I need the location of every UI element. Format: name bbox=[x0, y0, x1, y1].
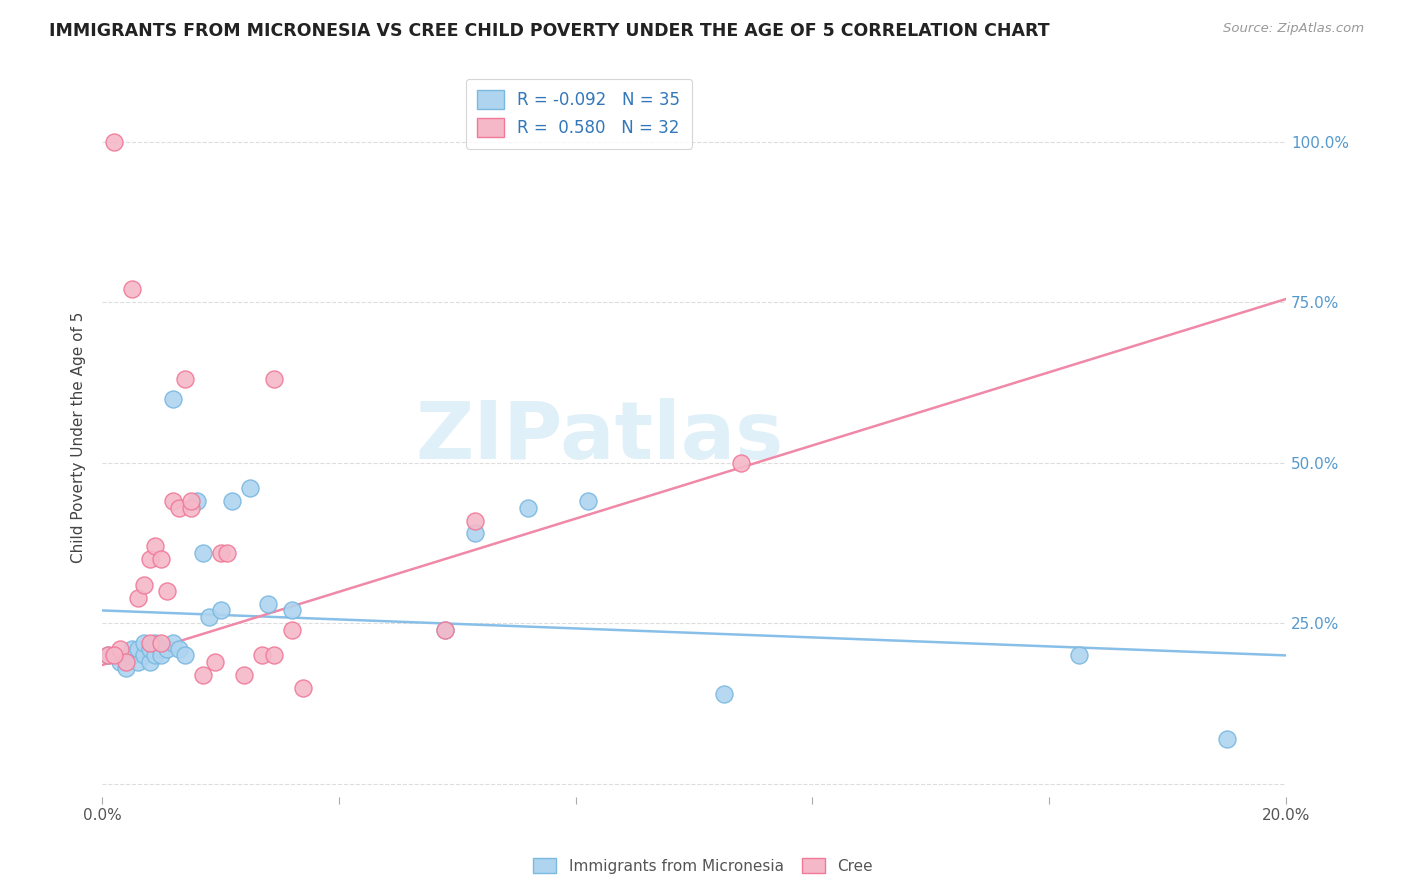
Point bbox=[209, 603, 232, 617]
Point bbox=[576, 494, 599, 508]
Point bbox=[221, 494, 243, 508]
Point bbox=[156, 642, 179, 657]
Legend: Immigrants from Micronesia, Cree: Immigrants from Micronesia, Cree bbox=[527, 852, 879, 880]
Point bbox=[127, 591, 149, 605]
Point bbox=[150, 635, 173, 649]
Point bbox=[1216, 731, 1239, 746]
Point bbox=[121, 648, 143, 663]
Point bbox=[127, 655, 149, 669]
Text: IMMIGRANTS FROM MICRONESIA VS CREE CHILD POVERTY UNDER THE AGE OF 5 CORRELATION : IMMIGRANTS FROM MICRONESIA VS CREE CHILD… bbox=[49, 22, 1050, 40]
Point bbox=[204, 655, 226, 669]
Point bbox=[145, 635, 167, 649]
Point bbox=[263, 648, 285, 663]
Point bbox=[180, 500, 202, 515]
Point bbox=[191, 667, 214, 681]
Point bbox=[434, 623, 457, 637]
Point bbox=[191, 546, 214, 560]
Point bbox=[713, 687, 735, 701]
Point bbox=[138, 642, 160, 657]
Point bbox=[115, 661, 138, 675]
Point bbox=[464, 514, 486, 528]
Point bbox=[167, 642, 190, 657]
Point bbox=[103, 135, 125, 149]
Point bbox=[250, 648, 273, 663]
Point bbox=[97, 648, 120, 663]
Point bbox=[517, 500, 540, 515]
Point bbox=[280, 623, 302, 637]
Point bbox=[97, 648, 120, 663]
Point bbox=[162, 392, 184, 406]
Text: Source: ZipAtlas.com: Source: ZipAtlas.com bbox=[1223, 22, 1364, 36]
Point bbox=[150, 552, 173, 566]
Point bbox=[138, 635, 160, 649]
Point bbox=[257, 597, 280, 611]
Point bbox=[197, 610, 219, 624]
Point bbox=[121, 642, 143, 657]
Point bbox=[103, 648, 125, 663]
Point bbox=[150, 642, 173, 657]
Point bbox=[167, 500, 190, 515]
Point bbox=[464, 526, 486, 541]
Point bbox=[239, 482, 262, 496]
Y-axis label: Child Poverty Under the Age of 5: Child Poverty Under the Age of 5 bbox=[72, 311, 86, 563]
Point bbox=[108, 642, 131, 657]
Point bbox=[108, 655, 131, 669]
Point bbox=[127, 642, 149, 657]
Point bbox=[138, 552, 160, 566]
Point bbox=[121, 282, 143, 296]
Point bbox=[138, 655, 160, 669]
Point bbox=[145, 539, 167, 553]
Point bbox=[162, 494, 184, 508]
Point bbox=[115, 655, 138, 669]
Point bbox=[150, 648, 173, 663]
Point bbox=[180, 494, 202, 508]
Point bbox=[162, 635, 184, 649]
Point bbox=[434, 623, 457, 637]
Point bbox=[263, 372, 285, 386]
Point bbox=[292, 681, 315, 695]
Point bbox=[174, 372, 197, 386]
Point bbox=[1067, 648, 1090, 663]
Point bbox=[186, 494, 208, 508]
Point bbox=[730, 456, 752, 470]
Point bbox=[132, 578, 155, 592]
Point bbox=[132, 635, 155, 649]
Point bbox=[280, 603, 302, 617]
Point bbox=[215, 546, 238, 560]
Point bbox=[156, 584, 179, 599]
Point bbox=[174, 648, 197, 663]
Point bbox=[145, 648, 167, 663]
Legend: R = -0.092   N = 35, R =  0.580   N = 32: R = -0.092 N = 35, R = 0.580 N = 32 bbox=[465, 78, 692, 149]
Point bbox=[233, 667, 256, 681]
Point bbox=[209, 546, 232, 560]
Point bbox=[132, 648, 155, 663]
Text: ZIPatlas: ZIPatlas bbox=[415, 398, 783, 476]
